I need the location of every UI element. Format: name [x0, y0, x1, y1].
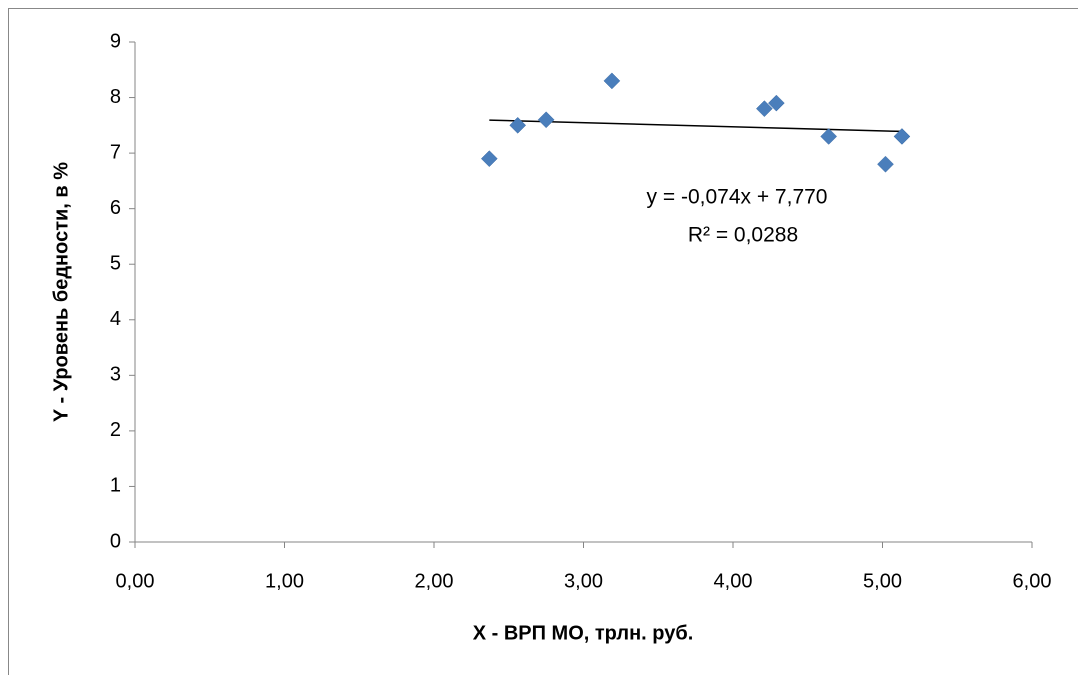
- scatter-point: [480, 150, 498, 168]
- x-tick-label: 1,00: [265, 570, 304, 592]
- scatter-point: [509, 116, 527, 134]
- y-tick-label: 1: [110, 475, 121, 497]
- y-tick-label: 4: [110, 308, 121, 330]
- scatter-point: [893, 128, 911, 145]
- scatter-point: [877, 155, 894, 173]
- x-tick-label: 2,00: [415, 570, 454, 592]
- scatter-point: [537, 111, 555, 129]
- y-tick-label: 8: [110, 86, 121, 108]
- y-tick-label: 6: [110, 197, 121, 219]
- x-tick-label: 0,00: [116, 570, 155, 592]
- x-tick-label: 4,00: [714, 570, 753, 592]
- y-axis-title: Y - Уровень бедности, в %: [50, 162, 72, 422]
- trendline-r-squared: R² = 0,0288: [688, 224, 798, 247]
- y-tick-label: 2: [110, 419, 121, 441]
- scatter-point: [768, 94, 785, 112]
- y-tick-label: 0: [110, 530, 121, 552]
- y-tick-label: 5: [110, 253, 121, 275]
- trendline: [489, 119, 902, 133]
- x-tick-label: 6,00: [1013, 570, 1052, 592]
- y-tick-label: 3: [110, 364, 121, 386]
- x-axis-title: X - ВРП МО, трлн. руб.: [473, 622, 694, 644]
- scatter-point: [820, 128, 838, 145]
- trendline-equation: y = -0,074x + 7,770: [647, 186, 828, 209]
- scatter-point: [603, 72, 621, 90]
- y-tick-label: 7: [110, 141, 121, 163]
- x-tick-label: 5,00: [863, 570, 902, 592]
- scatter-point: [756, 100, 773, 118]
- y-tick-label: 9: [110, 30, 121, 52]
- x-tick-label: 3,00: [564, 570, 603, 592]
- chart-border: [8, 8, 1078, 675]
